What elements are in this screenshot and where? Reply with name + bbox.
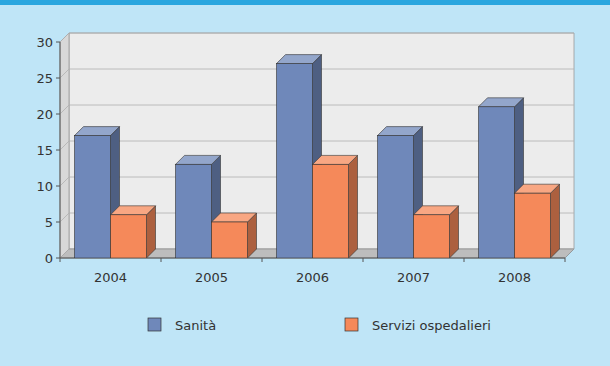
tick-mark <box>56 78 60 79</box>
tick-label: 15 <box>36 143 53 158</box>
tick-mark <box>56 258 60 259</box>
bar <box>212 213 257 258</box>
category-label: 2006 <box>296 270 329 285</box>
category-label: 2007 <box>397 270 430 285</box>
x-tick <box>565 258 566 262</box>
bar-front <box>277 64 313 258</box>
chart: 0 5 10 15 20 25 30 2004 2005 2006 2007 2008 Sanità Se… <box>0 0 610 366</box>
bar <box>414 206 459 258</box>
top-stripe <box>0 0 610 5</box>
tick-label: 30 <box>36 35 53 50</box>
bar-top <box>212 213 257 222</box>
bar-top <box>111 206 156 215</box>
bar-front <box>75 136 111 258</box>
bar-front <box>176 164 212 258</box>
bar-top <box>313 155 358 164</box>
tick-label: 10 <box>36 179 53 194</box>
x-tick <box>161 258 162 262</box>
bar-front <box>212 222 248 258</box>
bar <box>313 155 358 258</box>
y-axis <box>60 42 61 258</box>
category-label: 2005 <box>195 270 228 285</box>
bar-front <box>479 107 515 258</box>
bar-top <box>277 55 322 64</box>
x-tick <box>262 258 263 262</box>
bar-top <box>75 127 120 136</box>
bars <box>75 55 560 258</box>
x-tick <box>60 258 61 262</box>
legend-swatch <box>148 318 161 331</box>
bar-front <box>515 193 551 258</box>
bar <box>515 184 560 258</box>
category-label: 2008 <box>498 270 531 285</box>
bar-top <box>378 127 423 136</box>
bar-top <box>515 184 560 193</box>
tick-mark <box>56 186 60 187</box>
tick-mark <box>56 114 60 115</box>
bar-front <box>111 215 147 258</box>
legend-label: Servizi ospedalieri <box>372 318 491 333</box>
bar <box>111 206 156 258</box>
bar-side <box>551 184 560 258</box>
bar-front <box>313 164 349 258</box>
bar-top <box>176 155 221 164</box>
bar-top <box>479 98 524 107</box>
tick-label: 0 <box>45 251 53 266</box>
legend-swatch <box>345 318 358 331</box>
tick-mark <box>56 222 60 223</box>
tick-label: 20 <box>36 107 53 122</box>
x-tick <box>464 258 465 262</box>
x-tick <box>363 258 364 262</box>
grid-line <box>60 33 574 42</box>
tick-label: 5 <box>45 215 53 230</box>
bar-front <box>414 215 450 258</box>
category-label: 2004 <box>94 270 127 285</box>
bar-top <box>414 206 459 215</box>
bar-side <box>349 155 358 258</box>
legend-label: Sanità <box>175 318 216 333</box>
bar-front <box>378 136 414 258</box>
tick-mark <box>56 42 60 43</box>
tick-mark <box>56 150 60 151</box>
tick-label: 25 <box>36 71 53 86</box>
